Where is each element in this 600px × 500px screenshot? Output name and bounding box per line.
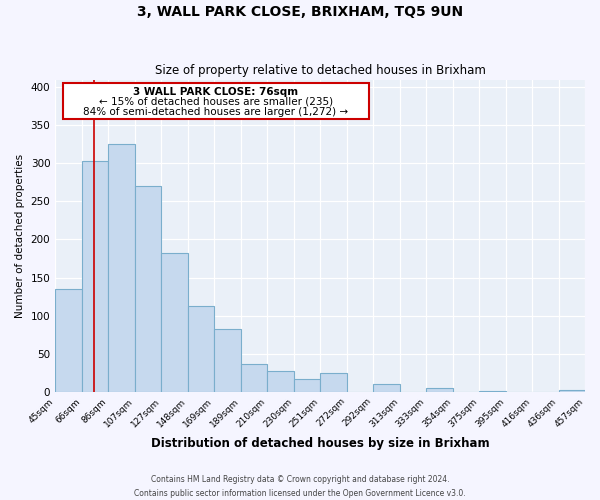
Bar xyxy=(479,391,506,392)
Bar xyxy=(559,390,585,392)
Bar xyxy=(188,306,214,392)
Bar xyxy=(134,186,161,392)
Bar xyxy=(214,328,241,392)
Bar xyxy=(241,364,267,392)
Text: 84% of semi-detached houses are larger (1,272) →: 84% of semi-detached houses are larger (… xyxy=(83,106,349,117)
X-axis label: Distribution of detached houses by size in Brixham: Distribution of detached houses by size … xyxy=(151,437,490,450)
Text: 3 WALL PARK CLOSE: 76sqm: 3 WALL PARK CLOSE: 76sqm xyxy=(133,86,299,97)
Text: 3, WALL PARK CLOSE, BRIXHAM, TQ5 9UN: 3, WALL PARK CLOSE, BRIXHAM, TQ5 9UN xyxy=(137,5,463,19)
Bar xyxy=(161,253,188,392)
FancyBboxPatch shape xyxy=(63,82,369,119)
Bar xyxy=(320,372,347,392)
Bar xyxy=(293,379,320,392)
Bar xyxy=(373,384,400,392)
Bar xyxy=(108,144,134,392)
Y-axis label: Number of detached properties: Number of detached properties xyxy=(15,154,25,318)
Bar xyxy=(55,289,82,392)
Title: Size of property relative to detached houses in Brixham: Size of property relative to detached ho… xyxy=(155,64,485,77)
Bar xyxy=(426,388,452,392)
Bar xyxy=(82,161,108,392)
Bar xyxy=(267,371,293,392)
Text: ← 15% of detached houses are smaller (235): ← 15% of detached houses are smaller (23… xyxy=(99,96,333,106)
Text: Contains HM Land Registry data © Crown copyright and database right 2024.
Contai: Contains HM Land Registry data © Crown c… xyxy=(134,476,466,498)
